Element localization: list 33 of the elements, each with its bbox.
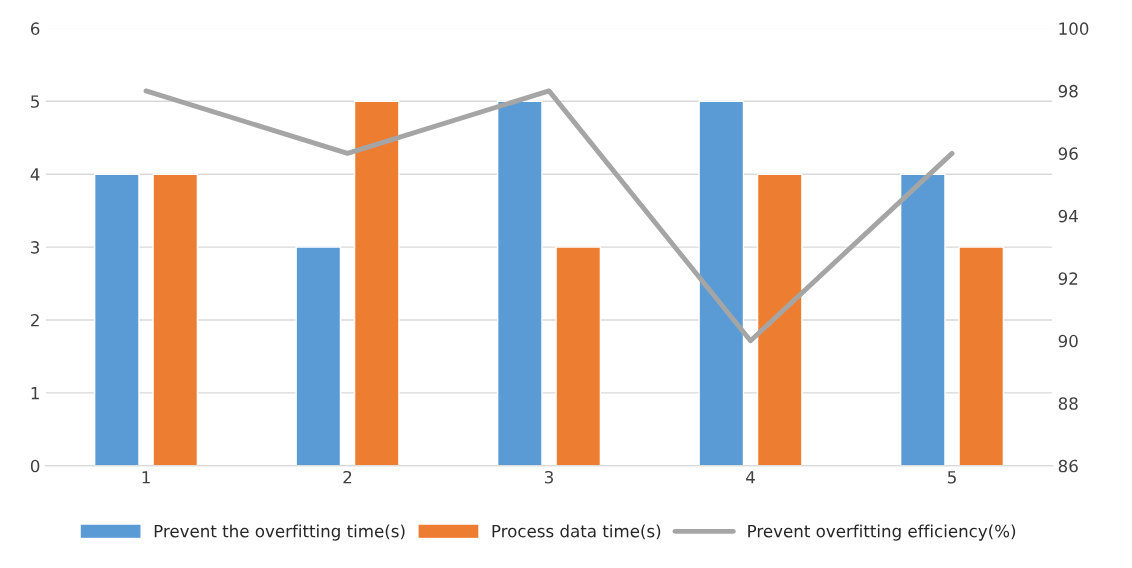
x-tick-label: 5 bbox=[948, 471, 956, 484]
y-tick-label: 2 bbox=[31, 313, 39, 327]
bar bbox=[93, 173, 140, 466]
x-tick-label: 3 bbox=[544, 470, 553, 484]
y-tick-label: 3 bbox=[31, 241, 40, 254]
y2-tick-label: 100 bbox=[1059, 22, 1089, 35]
bar bbox=[353, 100, 400, 466]
y2-tick-label: 92 bbox=[1058, 272, 1078, 285]
bar bbox=[698, 100, 745, 466]
bar bbox=[152, 173, 199, 466]
x-tick-label: 4 bbox=[746, 471, 755, 484]
y-tick-label: 1 bbox=[31, 387, 39, 400]
y2-tick-label: 94 bbox=[1058, 209, 1078, 223]
bar bbox=[496, 100, 543, 466]
x-tick-label: 2 bbox=[343, 470, 352, 484]
bar bbox=[756, 173, 803, 466]
legend-label: Prevent overfitting efficiency(%) bbox=[748, 524, 1016, 541]
legend-label: Prevent the overfitting time(s) bbox=[154, 524, 405, 541]
y-tick-label: 4 bbox=[30, 168, 40, 181]
y-tick-label: 0 bbox=[30, 459, 40, 473]
y-tick-label: 6 bbox=[30, 22, 40, 35]
y2-tick-label: 88 bbox=[1058, 397, 1078, 410]
x-tick-label: 1 bbox=[142, 471, 150, 484]
bar bbox=[295, 246, 342, 466]
y-tick-label: 5 bbox=[31, 95, 39, 108]
y2-tick-label: 90 bbox=[1058, 334, 1078, 348]
y2-tick-label: 86 bbox=[1058, 459, 1078, 473]
bar bbox=[555, 246, 602, 466]
legend-label: Process data time(s) bbox=[492, 524, 661, 540]
bar bbox=[899, 173, 946, 466]
y2-tick-label: 96 bbox=[1058, 147, 1078, 160]
bar bbox=[958, 246, 1005, 466]
y2-tick-label: 98 bbox=[1058, 84, 1078, 98]
